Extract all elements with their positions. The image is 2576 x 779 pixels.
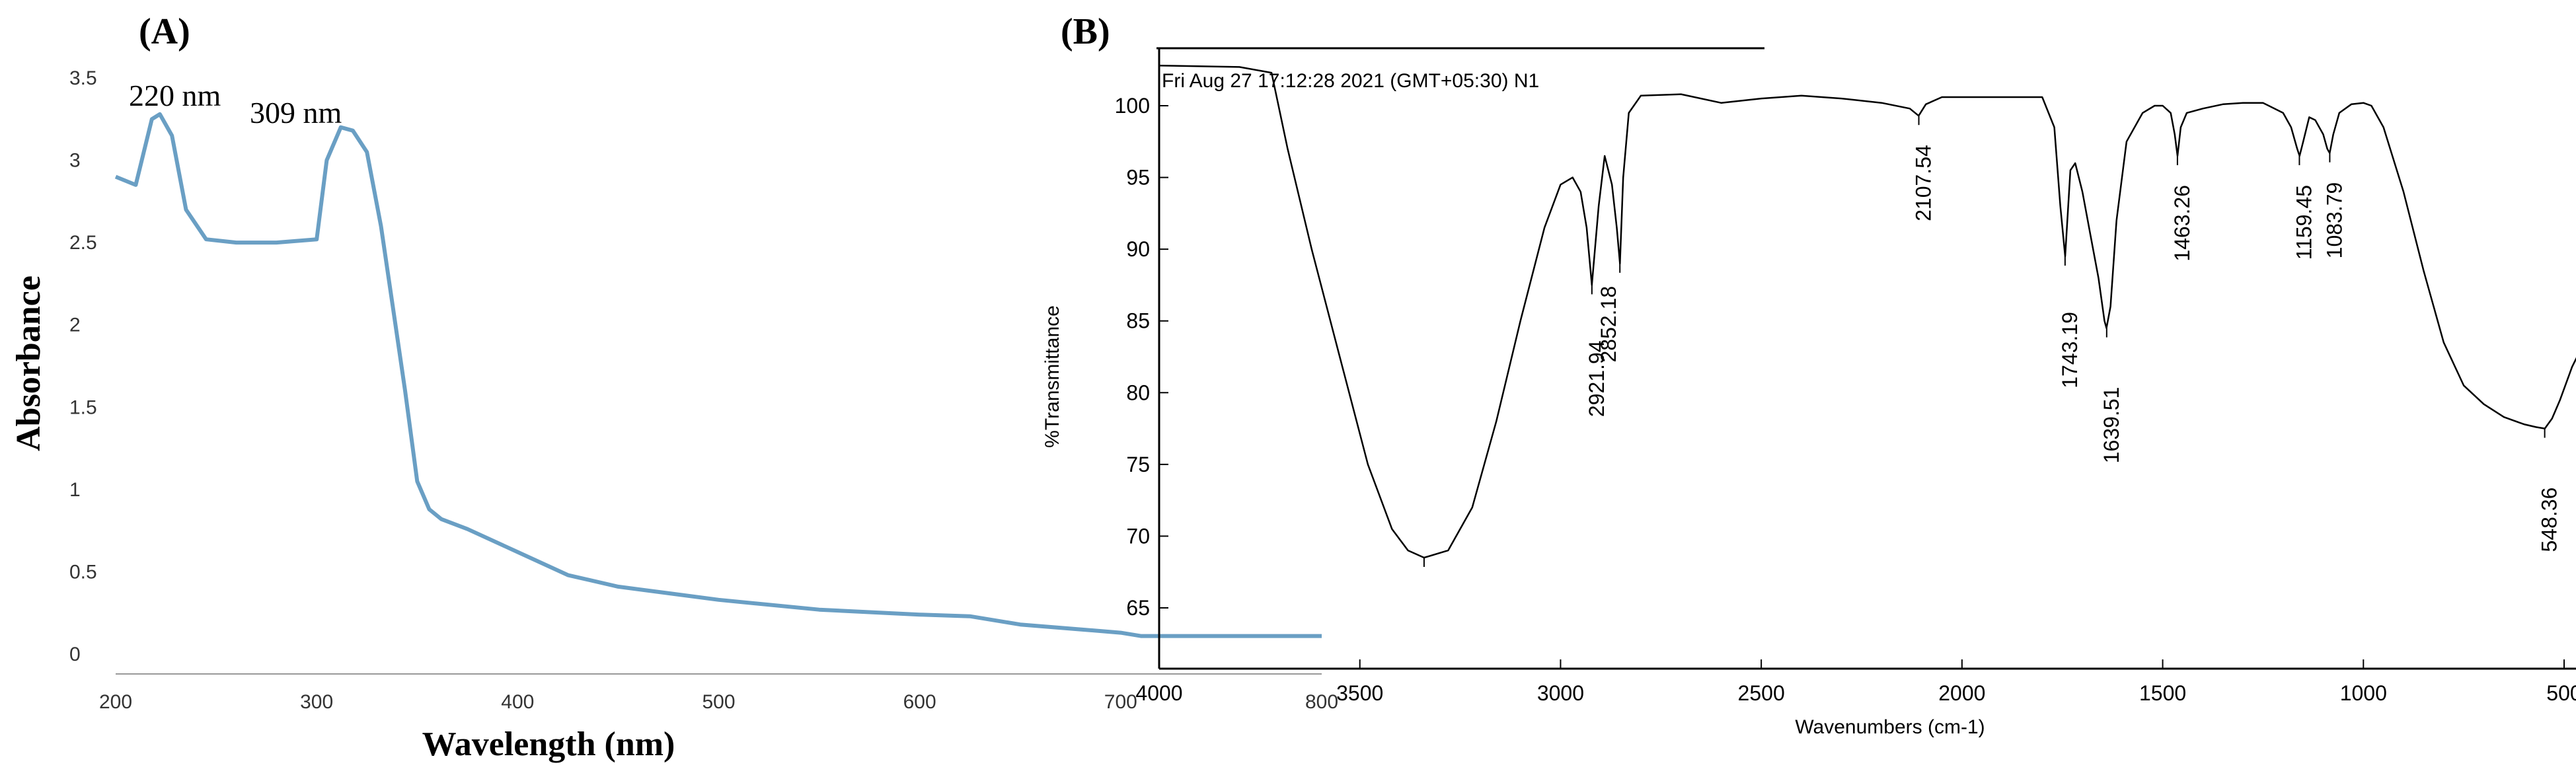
panel-a-y-axis-title: Absorbance (10, 276, 48, 451)
panel-b-y-tick-label: 75 (1126, 453, 1150, 476)
panel-b-x-tick-label: 1000 (2340, 681, 2387, 705)
panel-b-x-ticks: 4000 3500 3000 2500 2000 1500 1000 500 (1135, 659, 2576, 705)
panel-a-x-axis-title: Wavelength (nm) (422, 725, 675, 763)
panel-b: (B) Fri Aug 27 17:12:28 2021 (GMT+05:30)… (1042, 11, 2576, 738)
panel-a-label: (A) (139, 11, 190, 52)
panel-a-x-tick-label: 200 (99, 691, 132, 713)
panel-b-x-axis-title: Wavenumbers (cm-1) (1795, 716, 1985, 738)
panel-a-x-tick-label: 400 (501, 691, 534, 713)
panel-b-x-tick-label: 4000 (1135, 681, 1182, 705)
panel-a-y-ticks: 0 0.5 1 1.5 2 2.5 3 3.5 (69, 67, 97, 665)
panel-a-peak-220: 220 nm (129, 79, 221, 112)
panel-b-y-tick-label: 95 (1126, 166, 1150, 190)
panel-b-peak-label: 1743.19 (2058, 312, 2082, 389)
panel-a-x-tick-label: 700 (1104, 691, 1137, 713)
panel-a-peak-309: 309 nm (250, 96, 342, 130)
panel-b-peak-label: 1083.79 (2322, 182, 2346, 259)
panel-b-x-tick-label: 2500 (1738, 681, 1785, 705)
panel-b-peak-label: 1639.51 (2100, 387, 2123, 464)
panel-b-y-tick-label: 100 (1115, 94, 1150, 118)
panel-a-y-tick-label: 3.5 (69, 67, 97, 89)
panel-b-peak-label: 2852.18 (1597, 286, 1620, 363)
panel-b-peak-label: 2921.94 (1585, 340, 1609, 417)
panel-a: (A) 0 0.5 1 1.5 2 2.5 3 3.5 200 300 400 500 600 700 8… (10, 11, 1338, 763)
panel-a-absorbance-curve (114, 112, 1322, 638)
panel-b-y-tick-label: 90 (1126, 237, 1150, 261)
panel-a-y-tick-label: 0.5 (69, 561, 97, 583)
panel-b-transmittance-curve (1158, 64, 2576, 559)
panel-a-x-tick-label: 600 (903, 691, 936, 713)
panel-b-x-tick-label: 3500 (1336, 681, 1383, 705)
panel-a-x-tick-label: 800 (1305, 691, 1338, 713)
panel-a-y-tick-label: 1.5 (69, 396, 97, 418)
panel-b-header: Fri Aug 27 17:12:28 2021 (GMT+05:30) N1 (1162, 70, 1539, 92)
panel-a-y-tick-label: 2 (69, 315, 81, 336)
panel-b-y-ticks: 65 70 75 80 85 90 95 100 (1115, 94, 1168, 620)
panel-b-y-tick-label: 65 (1126, 596, 1150, 620)
panel-b-x-tick-label: 2000 (1938, 681, 1985, 705)
panel-b-label: (B) (1061, 11, 1110, 52)
panel-b-x-tick-label: 500 (2546, 681, 2576, 705)
panel-b-x-tick-label: 1500 (2139, 681, 2186, 705)
panel-b-peak-label: 1463.26 (2170, 185, 2194, 262)
panel-a-y-tick-label: 3 (69, 150, 81, 172)
panel-a-x-tick-label: 500 (702, 691, 735, 713)
panel-a-x-ticks: 200 300 400 500 600 700 800 (99, 691, 1338, 713)
panel-b-peak-label: 548.36 (2538, 488, 2561, 552)
panel-a-y-tick-label: 1 (69, 479, 81, 501)
panel-b-y-axis-title: %Transmittance (1042, 305, 1063, 448)
panel-b-y-tick-label: 70 (1126, 524, 1150, 548)
panel-b-x-tick-label: 3000 (1537, 681, 1584, 705)
panel-a-x-tick-label: 300 (300, 691, 333, 713)
panel-b-peak-label: 2107.54 (1912, 145, 1936, 221)
panel-b-y-tick-label: 85 (1126, 309, 1150, 333)
panel-b-y-tick-label: 80 (1126, 381, 1150, 404)
panel-a-y-tick-label: 2.5 (69, 232, 97, 254)
panel-a-y-tick-label: 0 (69, 644, 81, 665)
panel-b-peak-label: 1159.45 (2292, 185, 2316, 260)
